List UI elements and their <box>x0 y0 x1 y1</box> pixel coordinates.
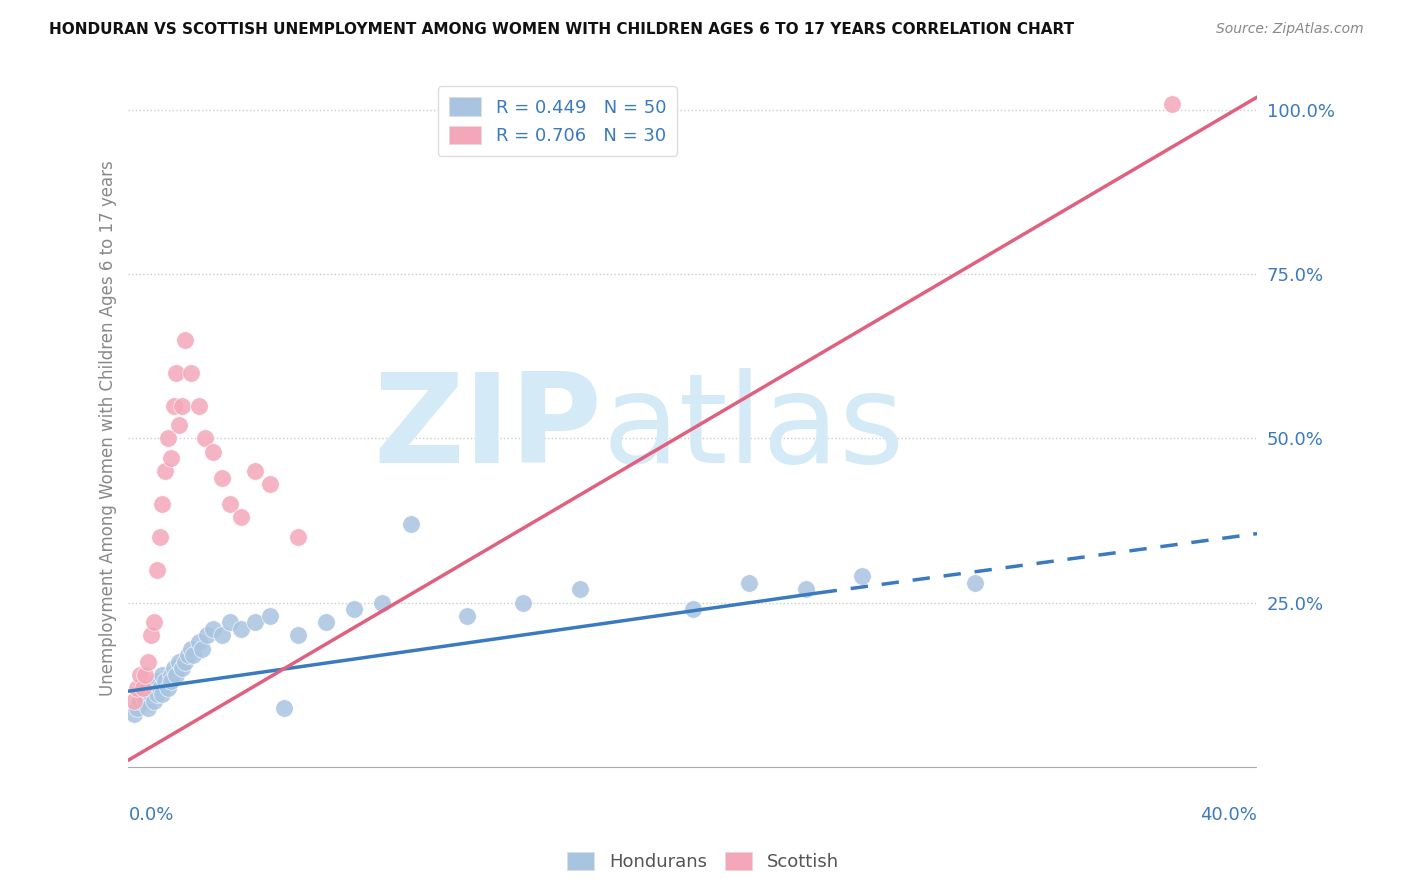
Point <box>180 641 202 656</box>
Legend: R = 0.449   N = 50, R = 0.706   N = 30: R = 0.449 N = 50, R = 0.706 N = 30 <box>437 87 676 156</box>
Point <box>162 399 184 413</box>
Point <box>512 596 534 610</box>
Point <box>167 655 190 669</box>
Point <box>219 615 242 630</box>
Point <box>165 667 187 681</box>
Point <box>150 667 173 681</box>
Text: HONDURAN VS SCOTTISH UNEMPLOYMENT AMONG WOMEN WITH CHILDREN AGES 6 TO 17 YEARS C: HONDURAN VS SCOTTISH UNEMPLOYMENT AMONG … <box>49 22 1074 37</box>
Point <box>172 399 194 413</box>
Point <box>159 674 181 689</box>
Point <box>738 575 761 590</box>
Point <box>131 681 153 695</box>
Point <box>142 694 165 708</box>
Point <box>180 366 202 380</box>
Point <box>174 655 197 669</box>
Text: 40.0%: 40.0% <box>1201 806 1257 824</box>
Text: 0.0%: 0.0% <box>128 806 174 824</box>
Point <box>150 688 173 702</box>
Point <box>259 608 281 623</box>
Point <box>128 694 150 708</box>
Point <box>162 661 184 675</box>
Point <box>139 628 162 642</box>
Point <box>145 563 167 577</box>
Point <box>211 628 233 642</box>
Point <box>136 700 159 714</box>
Point <box>231 510 253 524</box>
Text: Source: ZipAtlas.com: Source: ZipAtlas.com <box>1216 22 1364 37</box>
Point <box>202 444 225 458</box>
Point <box>191 641 214 656</box>
Point <box>128 667 150 681</box>
Point <box>142 681 165 695</box>
Point <box>963 575 986 590</box>
Point <box>125 700 148 714</box>
Point <box>315 615 337 630</box>
Point <box>122 694 145 708</box>
Point <box>568 582 591 597</box>
Point <box>219 497 242 511</box>
Point <box>159 667 181 681</box>
Text: atlas: atlas <box>602 368 904 489</box>
Point <box>165 366 187 380</box>
Point <box>148 530 170 544</box>
Point <box>287 530 309 544</box>
Point <box>177 648 200 662</box>
Point <box>197 628 219 642</box>
Point <box>136 681 159 695</box>
Point <box>142 615 165 630</box>
Legend: Hondurans, Scottish: Hondurans, Scottish <box>560 845 846 879</box>
Point <box>273 700 295 714</box>
Point <box>153 674 176 689</box>
Point <box>851 569 873 583</box>
Point <box>194 432 217 446</box>
Point <box>174 333 197 347</box>
Y-axis label: Unemployment Among Women with Children Ages 6 to 17 years: Unemployment Among Women with Children A… <box>100 161 117 697</box>
Point <box>287 628 309 642</box>
Point <box>159 451 181 466</box>
Point <box>172 661 194 675</box>
Point <box>682 602 704 616</box>
Point <box>245 464 267 478</box>
Point <box>167 418 190 433</box>
Point <box>231 622 253 636</box>
Point <box>131 688 153 702</box>
Point <box>1161 96 1184 111</box>
Point <box>343 602 366 616</box>
Point <box>259 477 281 491</box>
Point <box>139 688 162 702</box>
Point <box>211 471 233 485</box>
Point <box>371 596 394 610</box>
Point <box>202 622 225 636</box>
Point <box>188 635 211 649</box>
Point <box>794 582 817 597</box>
Point <box>134 667 156 681</box>
Point <box>245 615 267 630</box>
Point <box>156 432 179 446</box>
Point <box>188 399 211 413</box>
Point <box>183 648 205 662</box>
Text: ZIP: ZIP <box>374 368 602 489</box>
Point <box>148 681 170 695</box>
Point <box>122 707 145 722</box>
Point <box>145 688 167 702</box>
Point <box>156 681 179 695</box>
Point <box>125 681 148 695</box>
Point <box>134 694 156 708</box>
Point <box>456 608 478 623</box>
Point <box>153 464 176 478</box>
Point <box>145 674 167 689</box>
Point <box>150 497 173 511</box>
Point <box>136 655 159 669</box>
Point <box>399 516 422 531</box>
